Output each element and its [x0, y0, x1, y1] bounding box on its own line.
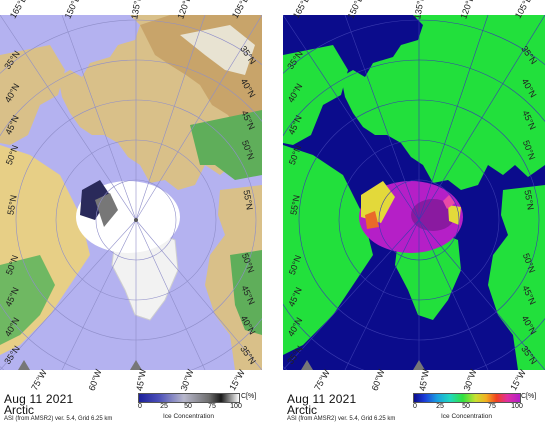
longitude-label: 60°W [369, 367, 387, 393]
region-label: Arctic [4, 403, 34, 417]
longitude-label: 60°W [86, 367, 104, 393]
pole-hole-marker [18, 360, 30, 370]
ice-edge-low [361, 181, 395, 223]
colorbar [138, 393, 240, 403]
source-label: ASI (from AMSR2) ver. 5.4, Grid 6.25 km [287, 416, 396, 422]
right-map-graphic [283, 15, 545, 370]
date-label: Aug 11 2021 [4, 392, 74, 406]
pole-hole-marker [130, 360, 142, 370]
longitude-label: 75°W [312, 367, 332, 393]
pole-hole-marker [301, 360, 313, 370]
legend-tick: 0 [138, 403, 142, 410]
europe-landmass [488, 185, 545, 370]
legend-unit: C[%] [241, 393, 257, 400]
right-sea-ice-map [283, 15, 545, 370]
graticule [0, 15, 262, 370]
legend-tick: 50 [462, 403, 470, 410]
graticule [283, 15, 545, 370]
legend-tick: 25 [436, 403, 444, 410]
north-pole-marker [134, 218, 138, 222]
eurasia-landmass [283, 15, 545, 190]
ice-edge-mid [443, 195, 455, 209]
canada-landmass [283, 145, 373, 355]
colorbar [413, 393, 521, 403]
longitude-label: 75°W [29, 367, 49, 393]
longitude-label: 15°W [227, 367, 247, 393]
canada-lowlands [0, 255, 55, 345]
legend-tick: 100 [511, 403, 523, 410]
high-concentration-ice [411, 199, 455, 231]
left-map-panel: 165°E 150°E 135°E 120°E 105°E 35°N 40°N … [0, 0, 262, 423]
legend-tick: 0 [413, 403, 417, 410]
legend-unit: C[%] [521, 393, 537, 400]
date-label: Aug 11 2021 [287, 392, 357, 406]
legend-tick: 100 [230, 403, 242, 410]
region-label: Arctic [287, 403, 317, 417]
sea-ice-mid [95, 193, 118, 227]
legend-title: Ice Concentration [163, 413, 214, 420]
source-label: ASI (from AMSR2) ver. 5.4, Grid 6.25 km [4, 416, 113, 422]
longitude-label: 15°W [508, 367, 528, 393]
longitude-label: 45°W [417, 368, 431, 392]
legend-tick: 25 [160, 403, 168, 410]
right-map-panel: 165°E 150°E 135°E 120°E 105°E 35°N 40°N … [283, 0, 545, 423]
europe-forest [230, 250, 262, 335]
ice-edge-mid [365, 211, 379, 229]
alaska-landmass [283, 45, 348, 145]
left-map-graphic [0, 15, 262, 370]
alaska-landmass [0, 45, 65, 145]
longitude-label: 45°W [134, 368, 148, 392]
legend-tick: 50 [184, 403, 192, 410]
left-sea-ice-map [0, 15, 262, 370]
mountain-snow [180, 25, 255, 75]
legend-title: Ice Concentration [441, 413, 492, 420]
longitude-label: 30°W [461, 367, 479, 393]
scandinavia-europe [190, 110, 262, 180]
longitude-label: 30°W [178, 367, 196, 393]
legend-tick: 75 [488, 403, 496, 410]
legend-tick: 75 [208, 403, 216, 410]
pole-hole-marker [413, 360, 425, 370]
